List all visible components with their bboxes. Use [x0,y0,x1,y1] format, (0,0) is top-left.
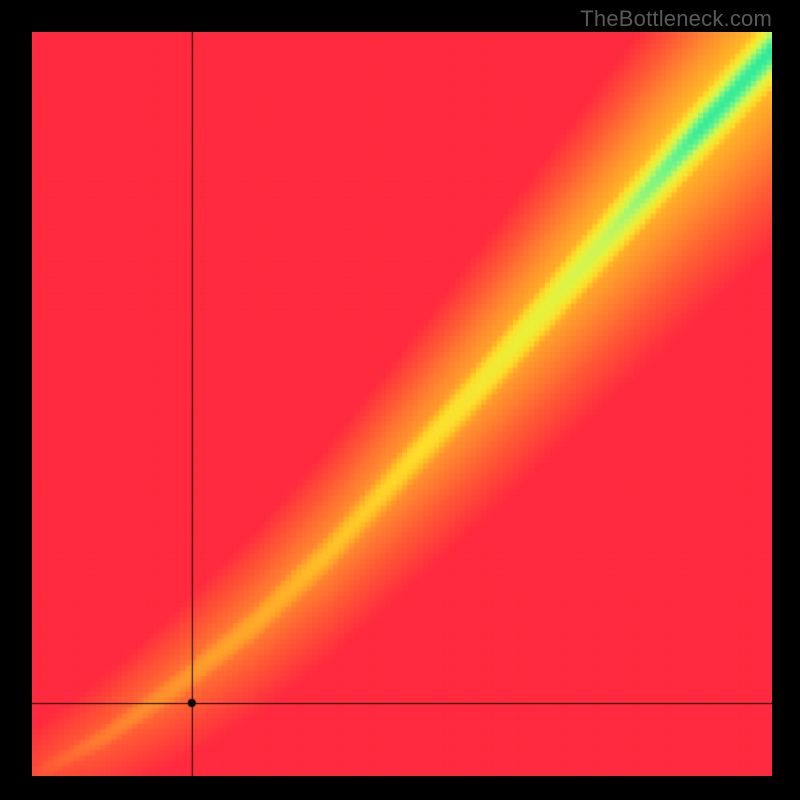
bottleneck-heatmap [32,32,772,776]
watermark-text: TheBottleneck.com [580,6,772,32]
chart-frame: TheBottleneck.com [0,0,800,800]
